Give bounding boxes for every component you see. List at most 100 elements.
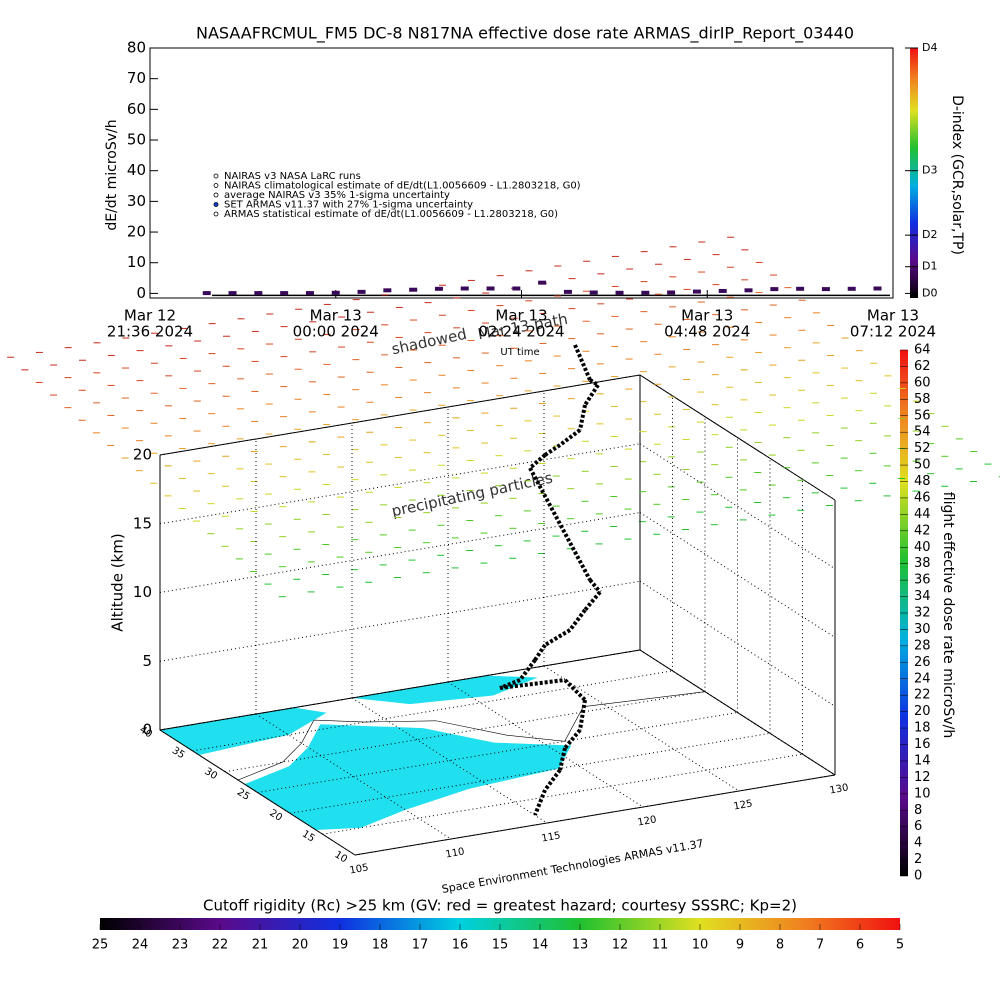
box-edge [159,649,641,731]
data-point [486,286,495,291]
colorbar-tick-label: 50 [914,458,931,473]
colorbar-tick-label: 58 [914,392,931,407]
data-point [770,287,779,292]
colorbar-tick-label: 46 [914,490,931,505]
colorbar-tick-label: 28 [914,638,931,653]
title: NASAAFRCMUL_FM5 DC-8 N817NA effective do… [196,24,854,44]
flight-path [528,467,592,581]
data-point [357,289,366,294]
y-tick-label: 15 [300,829,317,845]
z-label: Altitude (km) [109,533,127,631]
colorbar-tick-label: 44 [914,507,931,522]
data-point [538,280,547,285]
flight-path [499,678,566,690]
colorbar-tick-label: 54 [914,425,931,440]
colorbar-tick-label: 14 [532,938,549,953]
colorbar-tick-label: 8 [776,938,784,953]
data-point [280,291,289,296]
flight-path [533,643,547,662]
y2-tick-label: D1 [922,260,937,273]
legend-entry: ARMAS statistical estimate of dE/dt(L1.0… [224,209,558,220]
data-point [744,288,753,293]
colorbar-tick-label: 14 [914,753,931,768]
x-tick-label: 130 [829,782,850,796]
legend-symbol [213,202,219,207]
data-point [615,290,624,295]
flight-path [528,453,547,470]
y-tick-label: 0 [136,284,146,302]
colorbar-tick-label: 5 [896,938,904,953]
colorbar-tick-label: 10 [692,938,709,953]
x-tick-label: 120 [637,814,658,828]
colorbar-tick-label: 42 [914,523,931,538]
colorbar-tick-label: 10 [914,786,931,801]
box-edge [354,774,836,856]
colorbar-tick-label: 2 [914,852,922,867]
colorbar-tick-label: 23 [172,938,189,953]
colorbar-tick-label: 22 [212,938,229,953]
y2-label: D-index (GCR,solar,TP) [949,95,965,255]
data-point [202,291,211,296]
data-point [383,288,392,293]
colorbar-tick-label: 30 [914,622,931,637]
colorbar-tick-label: 6 [856,938,864,953]
x-tick-label: 115 [541,830,562,844]
x-tick-label: 04:48 2024 [664,323,750,341]
colorbar-tick-label: 64 [914,343,931,358]
colorbar-tick-label: 24 [914,671,931,686]
flight-path [543,768,562,792]
colorbar-tick-label: 48 [914,474,931,489]
annotation: shadowed [390,325,468,358]
flight-path [573,344,592,381]
legend-entry: SET ARMAS v11.37 with 27% 1-sigma uncert… [224,200,473,211]
colorbar-tick-label: 8 [914,803,922,818]
y2-tick-label: D0 [922,286,937,299]
flight-path [543,628,572,647]
colorbar-tick-label: 21 [252,938,269,953]
data-point [305,291,314,296]
colorbar-tick-label: 24 [132,938,149,953]
data-point [589,290,598,295]
flight-path [563,728,582,750]
x-tick-label: 105 [349,862,370,876]
colorbar-tick-label: 19 [332,938,349,953]
x-tick-label: 110 [445,846,466,860]
flight-path [578,404,587,431]
colorbar-tick-label: 34 [914,589,931,604]
x-tick-label: Mar 13 [310,307,362,325]
y-label: dE/dt microSv/h [104,119,120,230]
z-tick-label: 0 [142,721,152,739]
flight-path [558,428,582,447]
credit: Space Environment Technologies ARMAS v11… [441,837,705,896]
colorbar-tick-label: 40 [914,540,931,555]
data-point [409,287,418,292]
grid-line [159,512,641,593]
x-tick-label: 00:00 2024 [293,323,379,341]
flight-path [578,699,587,731]
sea [244,724,572,830]
colorbar-label: flight effective dose rate microSv/h [940,492,956,738]
colorbar-tick-label: 4 [914,836,922,851]
data-point [460,286,469,291]
legend-symbol [213,183,219,188]
legend-symbol [213,211,219,217]
colorbar-tick-label: 6 [914,819,922,834]
flight-path [518,658,537,682]
flight-path [583,383,600,407]
legend-symbol [213,192,219,198]
colorbar-tick-label: 56 [914,408,931,423]
colorbar-tick-label: 22 [914,688,931,703]
colorbar-tick-label: 15 [492,938,509,953]
x-label: UT time [500,347,539,358]
d-index-bar [910,48,918,298]
legend-entry: NAIRAS v3 NASA LaRC runs [224,171,361,182]
grid-line [639,512,836,638]
colorbar-tick-label: 20 [914,704,931,719]
z-tick-label: 10 [133,583,152,601]
x-tick-label: 07:12 2024 [850,323,936,341]
y2-tick-label: D2 [922,228,937,241]
colorbar-tick-label: 11 [652,938,669,953]
y2-tick-label: D3 [922,164,937,177]
flight-path [583,590,602,612]
